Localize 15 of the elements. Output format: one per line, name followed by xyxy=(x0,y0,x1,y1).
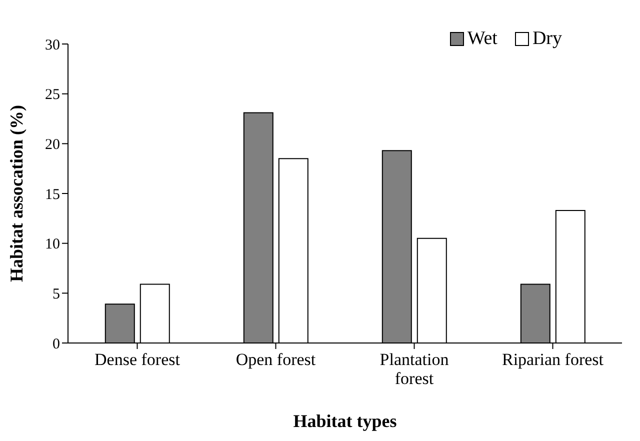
x-tick-label: Plantation forest xyxy=(380,350,450,388)
legend-label: Dry xyxy=(532,28,562,50)
x-tick-label: Dense forest xyxy=(94,350,180,369)
y-tick-label: 15 xyxy=(45,186,60,203)
y-tick-label: 5 xyxy=(52,286,60,302)
x-tick-label: Open forest xyxy=(236,350,316,369)
y-tick-label: 0 xyxy=(52,336,60,352)
y-tick-label: 30 xyxy=(45,37,60,54)
y-tick-label: 25 xyxy=(45,87,60,104)
legend-label: Wet xyxy=(467,28,498,50)
y-axis-title: Habitat assocation (%) xyxy=(6,105,26,282)
x-tick-label: Riparian forest xyxy=(502,350,604,369)
y-tick-label: 10 xyxy=(45,236,60,253)
y-tick-label: 20 xyxy=(45,136,60,153)
x-axis-title: Habitat types xyxy=(293,411,397,431)
